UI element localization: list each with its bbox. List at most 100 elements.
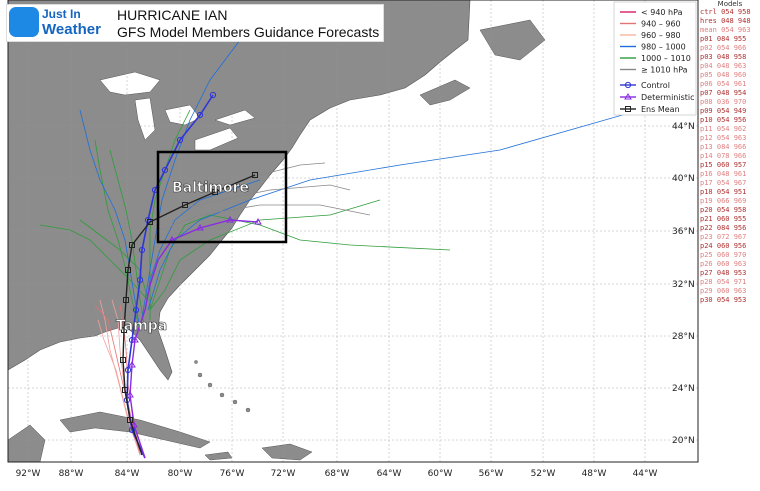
lon-tick-label: 72°W xyxy=(271,469,296,479)
deterministic-marker xyxy=(196,224,204,231)
baltimore-highlight-box xyxy=(156,150,288,244)
deterministic-marker xyxy=(126,391,134,398)
control-marker xyxy=(132,306,140,314)
model-entry: p15 060 957 xyxy=(700,161,747,169)
ensemble-track xyxy=(159,204,371,231)
control-track xyxy=(126,94,214,459)
lon-tick-label: 60°W xyxy=(428,469,453,479)
ensemble-track xyxy=(109,149,146,331)
model-entry: hres 048 948 xyxy=(700,17,751,25)
map-frame xyxy=(7,0,699,463)
ens-mean-marker xyxy=(147,219,153,225)
control-marker xyxy=(161,166,169,174)
lat-tick-label: 24°N xyxy=(672,384,695,394)
hispaniola-land xyxy=(261,443,313,461)
model-entry: p27 048 953 xyxy=(700,269,747,277)
legend-marker xyxy=(625,106,631,112)
ens-mean-marker xyxy=(121,327,127,333)
deterministic-track xyxy=(129,219,259,459)
ensemble-track xyxy=(147,109,641,311)
ensemble-track xyxy=(149,199,381,311)
ens-mean-track xyxy=(122,174,256,456)
logo-line1: Just In xyxy=(42,7,81,21)
ens-mean-marker xyxy=(120,357,126,363)
model-entry: p08 036 970 xyxy=(700,98,747,106)
model-entry: p05 048 960 xyxy=(700,71,747,79)
lon-tick-label: 48°W xyxy=(582,469,607,479)
model-entry: p29 060 963 xyxy=(700,287,747,295)
lon-tick-label: 56°W xyxy=(479,469,504,479)
ens-mean-marker xyxy=(122,387,128,393)
lon-tick-label: 76°W xyxy=(220,469,245,479)
model-entry: p25 060 970 xyxy=(700,251,747,259)
legend-label: Deterministic xyxy=(641,93,695,102)
control-marker xyxy=(138,246,146,254)
ens-mean-marker xyxy=(127,417,133,423)
pressure-legend: < 940 hPa 940 – 960 960 – 980 980 – 1000 100… xyxy=(613,1,697,116)
model-entry: p23 072 967 xyxy=(700,233,747,241)
legend-label: Ens Mean xyxy=(641,105,680,114)
legend-label: 980 – 1000 xyxy=(641,43,686,52)
ens-mean-marker xyxy=(125,267,131,273)
ens-mean-marker xyxy=(212,189,218,195)
model-entry: p17 054 967 xyxy=(700,179,747,187)
model-entry: p22 084 956 xyxy=(700,224,747,232)
control-marker xyxy=(196,111,204,119)
lat-tick-label: 28°N xyxy=(672,332,695,342)
model-entry: p18 054 951 xyxy=(700,188,747,196)
ensemble-track xyxy=(94,139,141,331)
deterministic-marker xyxy=(254,218,262,225)
deterministic-marker xyxy=(226,216,234,223)
lon-tick-label: 88°W xyxy=(59,469,84,479)
lon-tick-label: 64°W xyxy=(377,469,402,479)
model-entry: p12 054 963 xyxy=(700,134,747,142)
control-marker xyxy=(209,91,217,99)
legend-label: 960 – 980 xyxy=(641,31,681,40)
legend-label: ≥ 1010 hPa xyxy=(641,66,688,75)
longitude-ticks: 92°W 88°W 84°W 80°W 76°W 72°W 68°W 64°W 60°W 56°W… xyxy=(16,469,658,479)
ensemble-track xyxy=(174,184,351,211)
model-entry: p02 054 966 xyxy=(700,44,747,52)
bahamas-islands xyxy=(194,360,251,413)
control-marker xyxy=(176,136,184,144)
ensemble-track xyxy=(79,109,141,331)
lon-tick-label: 92°W xyxy=(16,469,41,479)
model-entry: p14 078 966 xyxy=(700,152,747,160)
model-entry: p21 060 955 xyxy=(700,215,747,223)
baltimore-label: Baltimore xyxy=(172,180,249,196)
model-entry: p26 060 963 xyxy=(700,260,747,268)
model-entry: p07 048 954 xyxy=(700,89,747,97)
legend-marker xyxy=(624,81,632,89)
model-entry: p04 048 963 xyxy=(700,62,747,70)
model-entry: ctrl 054 958 xyxy=(700,8,751,16)
deterministic-marker xyxy=(131,336,139,343)
ensemble-track xyxy=(139,19,256,331)
page-title: HURRICANE IAN xyxy=(117,7,228,23)
lon-tick-label: 52°W xyxy=(531,469,556,479)
ensemble-tracks xyxy=(39,19,641,459)
models-list: Models ctrl 054 958 hres 048 948 mean 054 … xyxy=(700,0,760,320)
lat-tick-label: 36°N xyxy=(672,227,695,237)
logo-line2: Weather xyxy=(42,21,101,38)
legend-label: 1000 – 1010 xyxy=(641,54,691,63)
control-marker xyxy=(136,276,144,284)
title-box: Just In Weather HURRICANE IAN GFS Model … xyxy=(6,4,384,42)
ensemble-track xyxy=(144,179,261,311)
legend-label: 940 – 960 xyxy=(641,20,681,29)
model-entry: p11 054 962 xyxy=(700,125,747,133)
just-in-weather-logo: Just In Weather xyxy=(9,7,105,39)
model-entry: p16 048 961 xyxy=(700,170,747,178)
deterministic-marker xyxy=(128,361,136,368)
model-entry: p06 054 961 xyxy=(700,80,747,88)
tampa-label: Tampa xyxy=(116,318,167,334)
great-lakes xyxy=(99,71,256,151)
model-entry: p01 084 955 xyxy=(700,35,747,43)
model-entry: p30 054 953 xyxy=(700,296,747,304)
model-entry: p10 054 956 xyxy=(700,116,747,124)
ens-mean-marker xyxy=(123,297,129,303)
ensemble-track xyxy=(111,299,141,456)
lat-tick-label: 32°N xyxy=(672,280,695,290)
lat-tick-label: 44°N xyxy=(672,122,695,132)
legend-label: < 940 hPa xyxy=(641,8,683,17)
